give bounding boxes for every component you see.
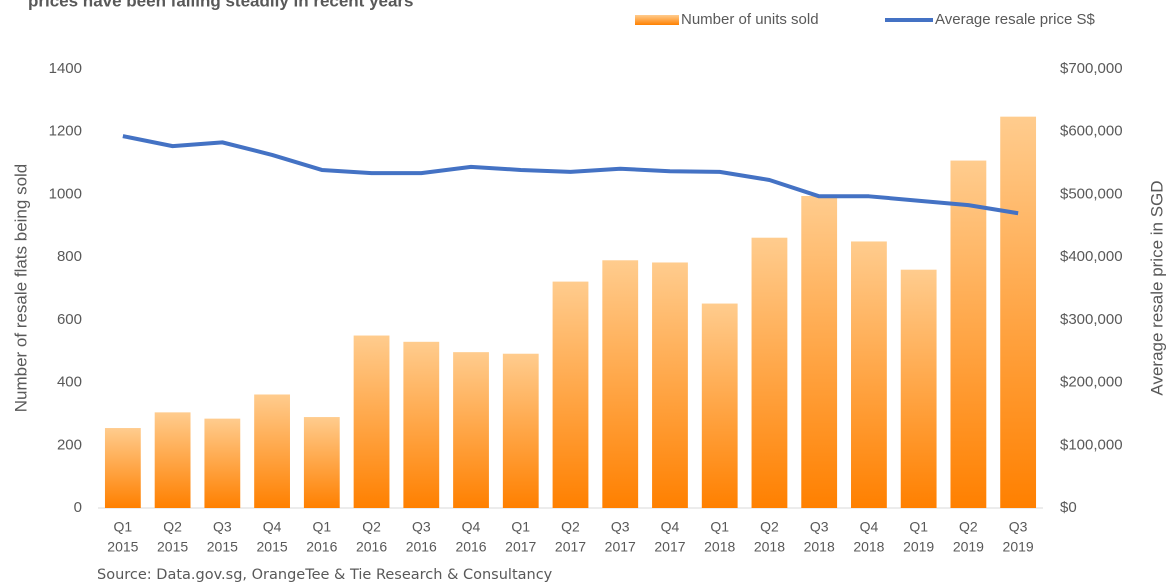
bar: [801, 195, 838, 508]
x-tick-label: Q4: [860, 519, 879, 535]
bar: [154, 412, 191, 508]
y2-tick-label: $400,000: [1060, 248, 1123, 265]
x-tick-label: Q1: [511, 519, 530, 535]
x-tick-label: Q3: [1009, 519, 1028, 535]
bar: [403, 341, 440, 508]
y-tick-label: 800: [57, 248, 82, 265]
source-note: Source: Data.gov.sg, OrangeTee & Tie Res…: [97, 567, 553, 583]
bar: [552, 281, 589, 508]
x-tick-label: 2017: [505, 539, 536, 555]
x-tick-label: Q3: [810, 519, 829, 535]
legend-swatch: [635, 15, 679, 25]
bar: [254, 394, 290, 508]
y-tick-label: 0: [74, 499, 82, 516]
x-tick-label: 2016: [356, 539, 387, 555]
x-tick-label: Q2: [362, 519, 381, 535]
chart-title: prices have been falling steadily in rec…: [28, 0, 414, 10]
x-tick-label: 2016: [455, 539, 486, 555]
x-tick-label: Q3: [412, 519, 431, 535]
legend-label: Average resale price S$: [935, 11, 1095, 28]
x-tick-label: Q2: [760, 519, 779, 535]
legend-label: Number of units sold: [681, 11, 819, 28]
bar: [453, 352, 489, 508]
bar: [602, 260, 639, 508]
bar: [502, 353, 539, 508]
bar: [104, 428, 141, 508]
bar: [900, 269, 937, 508]
x-tick-label: Q4: [661, 519, 680, 535]
x-tick-label: 2015: [207, 539, 238, 555]
x-tick-label: 2019: [903, 539, 934, 555]
x-tick-label: Q1: [710, 519, 729, 535]
x-tick-label: Q2: [163, 519, 182, 535]
x-tick-label: 2019: [953, 539, 984, 555]
x-tick-label: 2018: [853, 539, 884, 555]
y-tick-label: 1000: [49, 185, 82, 202]
y-tick-label: 400: [57, 374, 82, 391]
bar: [204, 418, 241, 508]
y2-tick-label: $500,000: [1060, 185, 1123, 202]
bar: [701, 303, 738, 508]
x-tick-label: Q4: [263, 519, 282, 535]
bar: [851, 241, 887, 508]
x-tick-label: Q2: [561, 519, 580, 535]
y-tick-label: 1200: [49, 123, 82, 140]
x-tick-label: 2016: [306, 539, 337, 555]
x-tick-label: 2017: [605, 539, 636, 555]
y-tick-label: 600: [57, 311, 82, 328]
x-tick-label: 2017: [555, 539, 586, 555]
x-tick-label: Q3: [611, 519, 630, 535]
x-tick-label: Q1: [114, 519, 133, 535]
x-tick-label: Q2: [959, 519, 978, 535]
bar: [1000, 116, 1037, 509]
bar: [950, 160, 987, 508]
x-tick-label: Q3: [213, 519, 232, 535]
bar: [652, 262, 688, 508]
x-tick-label: 2015: [107, 539, 138, 555]
bar: [303, 417, 340, 508]
y2-tick-label: $700,000: [1060, 60, 1123, 77]
x-tick-label: 2015: [257, 539, 288, 555]
x-tick-label: Q4: [462, 519, 481, 535]
y-axis-title: Number of resale flats being sold: [11, 164, 30, 413]
bar: [751, 237, 788, 509]
x-tick-label: 2018: [704, 539, 735, 555]
y2-tick-label: $0: [1060, 499, 1077, 516]
y2-tick-label: $300,000: [1060, 311, 1123, 328]
x-tick-label: 2018: [804, 539, 835, 555]
y-tick-label: 200: [57, 436, 82, 453]
y2-tick-label: $100,000: [1060, 436, 1123, 453]
x-tick-label: 2016: [406, 539, 437, 555]
x-tick-label: Q1: [909, 519, 928, 535]
x-tick-label: 2017: [654, 539, 685, 555]
y-tick-label: 1400: [49, 60, 82, 77]
y2-tick-label: $600,000: [1060, 123, 1123, 140]
x-tick-label: 2019: [1003, 539, 1034, 555]
x-tick-label: 2015: [157, 539, 188, 555]
x-tick-label: Q1: [312, 519, 331, 535]
y2-axis-title: Average resale price in SGD: [1147, 180, 1166, 395]
y2-tick-label: $200,000: [1060, 374, 1123, 391]
x-tick-label: 2018: [754, 539, 785, 555]
line: [122, 134, 1019, 216]
bar: [353, 335, 390, 508]
